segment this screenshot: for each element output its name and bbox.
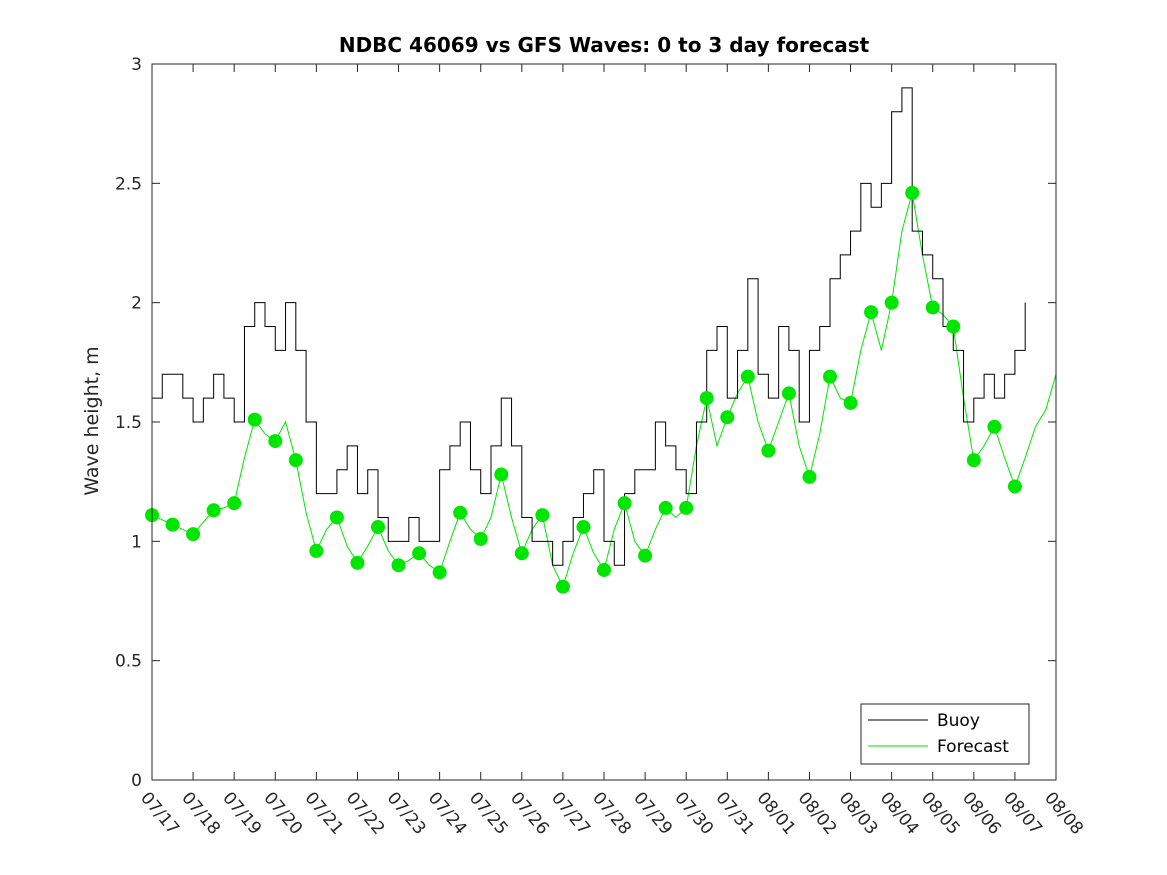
forecast-marker <box>247 412 262 427</box>
forecast-marker <box>843 395 858 410</box>
forecast-marker <box>432 565 447 580</box>
x-tick-label: 07/29 <box>629 788 676 838</box>
forecast-marker <box>987 419 1002 434</box>
x-tick-label: 07/27 <box>547 788 594 838</box>
forecast-marker <box>658 500 673 515</box>
y-tick-label: 1.5 <box>115 413 142 433</box>
legend-buoy-label: Buoy <box>937 711 980 731</box>
legend-box <box>860 703 1030 765</box>
forecast-marker <box>412 546 427 561</box>
forecast-marker <box>617 496 632 511</box>
forecast-marker <box>597 562 611 577</box>
forecast-marker <box>884 295 899 310</box>
forecast-marker <box>186 527 201 542</box>
y-tick-label: 2.5 <box>115 174 142 194</box>
y-tick-label: 2 <box>131 294 142 314</box>
buoy-line <box>152 87 1026 566</box>
forecast-marker <box>679 500 694 515</box>
x-tick-label: 08/02 <box>794 788 841 838</box>
forecast-marker <box>555 579 570 594</box>
plot-background <box>152 64 1056 780</box>
x-tick-label: 08/07 <box>999 788 1046 838</box>
x-tick-label: 07/22 <box>342 788 389 838</box>
forecast-marker <box>740 369 755 384</box>
x-tick-label: 07/30 <box>670 788 717 838</box>
forecast-marker <box>761 443 776 458</box>
forecast-marker <box>371 520 385 535</box>
y-tick-label: 3 <box>131 55 142 75</box>
forecast-marker <box>165 517 180 532</box>
forecast-marker <box>288 453 303 468</box>
forecast-marker <box>781 386 796 401</box>
forecast-marker <box>514 546 529 561</box>
legend-forecast-label: Forecast <box>937 737 1009 757</box>
x-tick-label: 07/23 <box>383 788 430 838</box>
x-tick-label: 07/20 <box>259 788 306 838</box>
forecast-marker <box>802 469 817 484</box>
forecast-marker <box>823 369 837 384</box>
forecast-marker <box>638 548 653 563</box>
forecast-marker <box>1007 479 1022 494</box>
forecast-marker <box>946 319 961 334</box>
y-tick-label: 0 <box>131 771 142 791</box>
forecast-marker <box>535 508 550 523</box>
x-tick-label: 07/19 <box>218 788 265 838</box>
forecast-marker <box>966 453 981 468</box>
x-tick-label: 07/26 <box>506 788 553 838</box>
x-tick-label: 07/21 <box>301 788 348 838</box>
forecast-marker <box>905 185 920 200</box>
forecast-marker <box>206 503 221 518</box>
y-ticks: 0 0.5 1 1.5 2 2.5 3 <box>115 55 1056 791</box>
x-tick-label: 08/05 <box>917 788 964 838</box>
x-tick-label: 08/03 <box>835 788 882 838</box>
forecast-marker <box>699 391 714 406</box>
x-tick-label: 08/06 <box>958 788 1005 838</box>
chart-title: NDBC 46069 vs GFS Waves: 0 to 3 day fore… <box>339 33 870 57</box>
forecast-marker <box>576 520 591 535</box>
x-tick-label: 08/08 <box>1040 788 1087 838</box>
x-tick-label: 07/25 <box>465 788 512 838</box>
forecast-marker <box>473 531 488 546</box>
forecast-marker <box>227 496 242 511</box>
y-axis-label: Wave height, m <box>81 346 103 495</box>
y-tick-label: 0.5 <box>115 652 142 672</box>
x-tick-label: 07/18 <box>177 788 224 838</box>
forecast-marker <box>350 555 365 570</box>
y-tick-label: 1 <box>131 532 142 552</box>
legend: Buoy Forecast <box>860 703 1030 765</box>
forecast-marker <box>720 410 735 425</box>
forecast-marker <box>494 467 509 482</box>
x-tick-label: 07/28 <box>588 788 635 838</box>
forecast-marker <box>925 300 940 315</box>
x-tick-label: 07/24 <box>424 788 471 838</box>
forecast-marker <box>391 558 406 573</box>
x-tick-label: 08/04 <box>876 788 923 838</box>
forecast-marker <box>309 543 324 558</box>
x-tick-label: 08/01 <box>753 788 800 838</box>
forecast-marker <box>268 434 283 449</box>
forecast-marker <box>453 505 468 520</box>
x-tick-label: 07/31 <box>711 788 758 838</box>
forecast-marker <box>864 305 879 320</box>
x-tick-label: 07/17 <box>136 788 183 838</box>
forecast-marker <box>329 510 344 525</box>
